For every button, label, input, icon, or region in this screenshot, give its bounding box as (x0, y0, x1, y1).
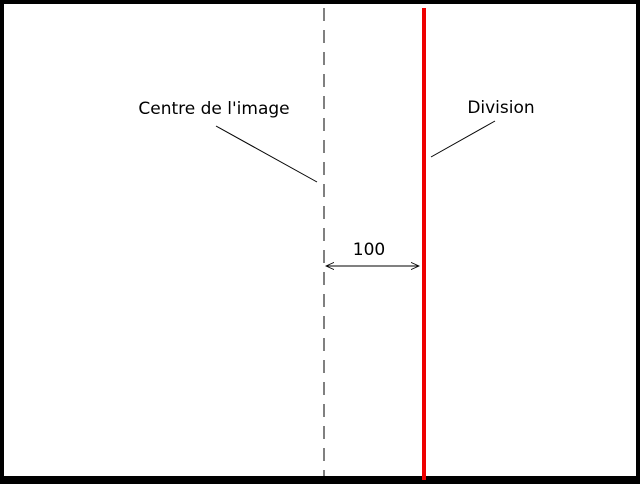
centre-label: Centre de l'image (138, 99, 289, 119)
division-leader-line (430, 120, 496, 158)
centre-leader-line (215, 125, 318, 183)
distance-label: 100 (353, 240, 385, 260)
division-label: Division (467, 98, 534, 118)
diagram-svg: Centre de l'image Division 100 (138, 8, 535, 480)
